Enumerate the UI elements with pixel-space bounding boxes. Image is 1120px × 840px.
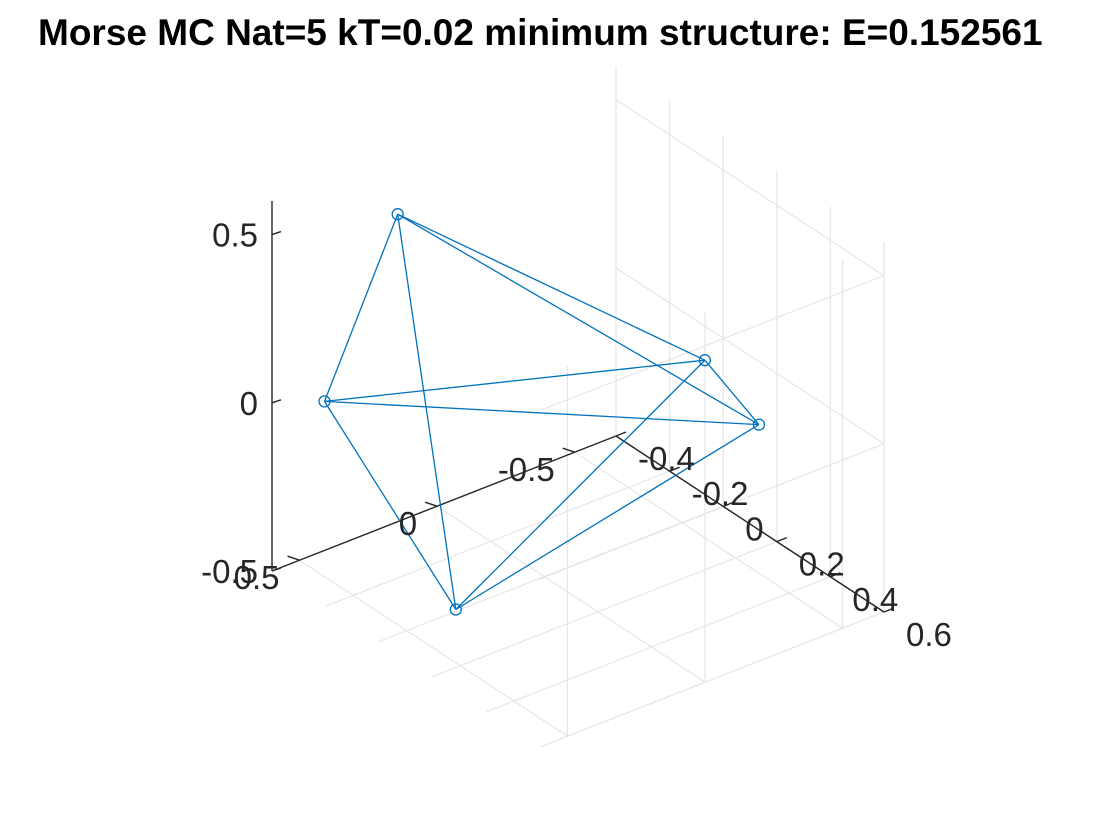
x-tick-label: 0.6 (906, 616, 952, 653)
z-tick-label: 0 (240, 385, 258, 422)
gridline (299, 559, 568, 737)
atom-marker (318, 395, 331, 408)
x-tick (776, 536, 788, 543)
bond-line (397, 213, 760, 426)
x-tick-label: -0.4 (638, 440, 695, 477)
z-tick (271, 399, 282, 404)
x-tick (830, 572, 841, 578)
gridline (378, 505, 724, 642)
bond-line (397, 214, 457, 610)
gridline (432, 541, 778, 678)
z-tick (271, 567, 282, 572)
gridline (615, 99, 885, 277)
gridline (615, 267, 885, 445)
y-tick-label: -0.5 (498, 451, 555, 488)
tick-label-layer: -0.500.5-0.500.5-0.4-0.200.20.40.6 (201, 217, 952, 653)
y-tick-label: 0.5 (234, 559, 280, 596)
z-tick-label: -0.5 (201, 553, 258, 590)
z-tick-label: 0.5 (212, 217, 258, 254)
bond-line (323, 213, 399, 402)
atom-marker (449, 603, 462, 616)
gridline (539, 275, 885, 412)
gridline (539, 611, 885, 748)
bond-line (397, 213, 706, 361)
x-tick-label: 0.2 (799, 546, 845, 583)
chart-title: Morse MC Nat=5 kT=0.02 minimum structure… (38, 12, 1043, 53)
x-tick-label: -0.2 (692, 475, 749, 512)
atom-marker (391, 208, 404, 221)
y-tick (424, 501, 438, 507)
axis-layer (271, 201, 895, 613)
gridline (436, 505, 706, 683)
x-tick (615, 431, 627, 437)
x-tick-label: 0.4 (852, 581, 898, 618)
atom-marker (752, 418, 766, 431)
x-tick (883, 607, 895, 613)
bond-line (323, 401, 457, 610)
bond-line (324, 400, 759, 426)
x-tick-label: 0 (745, 510, 763, 547)
x-tick (722, 501, 734, 508)
grid-layer (271, 66, 885, 748)
x-axis-line (615, 435, 885, 613)
y-tick (287, 555, 300, 561)
bond-line (704, 359, 760, 426)
y-tick-label: 0 (399, 505, 417, 542)
bond-line (455, 359, 706, 610)
gridline (486, 576, 831, 713)
atom-marker (698, 354, 712, 367)
data-layer (318, 208, 766, 616)
bond-line (324, 359, 705, 403)
bond-line (455, 424, 760, 611)
gridline (325, 470, 670, 607)
y-axis-line (271, 435, 617, 572)
gridline (574, 451, 844, 629)
z-tick (271, 230, 282, 236)
y-tick (562, 447, 575, 453)
x-tick (669, 466, 680, 472)
